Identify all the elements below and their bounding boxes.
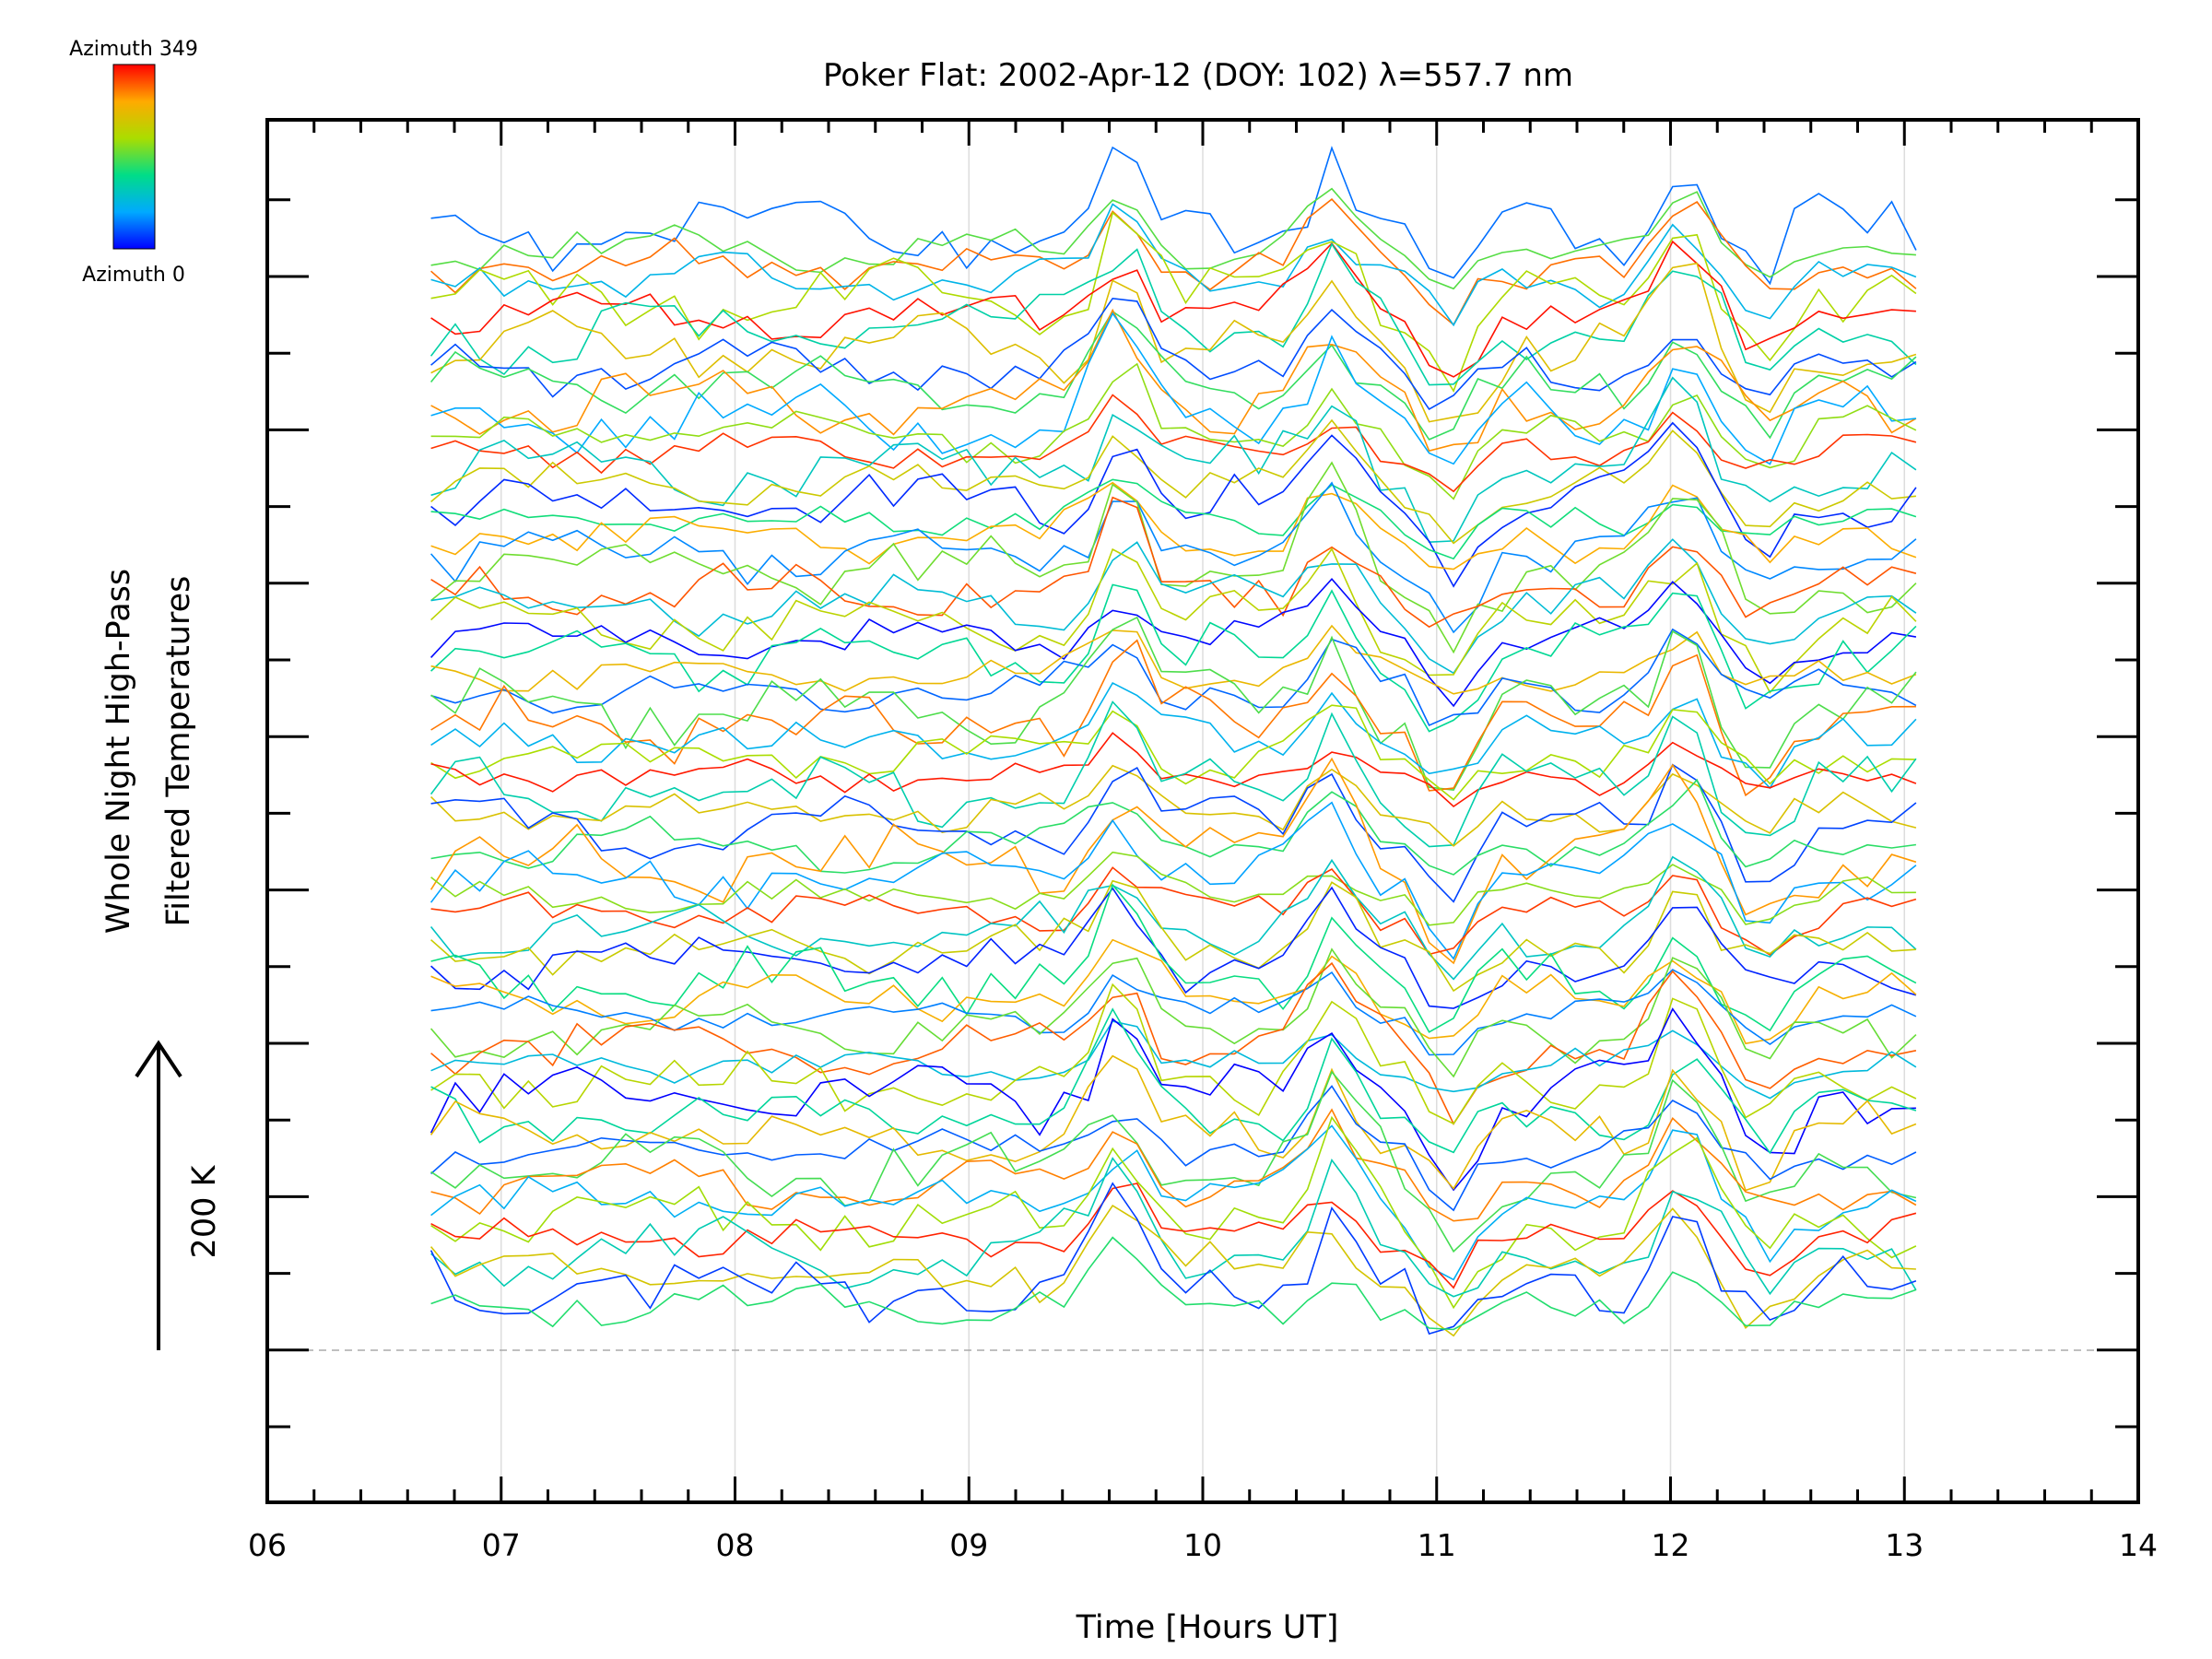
x-tick-label-6: 12: [1652, 1527, 1690, 1563]
x-tick-label-2: 08: [716, 1527, 755, 1563]
plot-frame: [265, 118, 2140, 1504]
series-line-5: [430, 240, 1916, 378]
series-line-3: [430, 203, 1917, 327]
series-line-53: [429, 1054, 1917, 1192]
grid: [267, 120, 2138, 1502]
series-line-25: [430, 583, 1917, 733]
series-line-32: [430, 732, 1917, 808]
series-line-9: [429, 310, 1917, 441]
series-line-15: [430, 418, 1916, 545]
series-line-34: [430, 764, 1917, 847]
series-line-51: [429, 1007, 1916, 1192]
scale-label: 200 K: [186, 1165, 223, 1259]
series-line-58: [430, 1115, 1917, 1310]
series-line-11: [430, 312, 1916, 465]
x-tick-label-7: 13: [1885, 1527, 1924, 1563]
series-line-20: [430, 461, 1917, 654]
series-line-54: [430, 1085, 1917, 1212]
series-line-0: [430, 146, 1917, 286]
series-line-46: [430, 969, 1917, 1056]
x-tick-label-1: 07: [482, 1527, 521, 1563]
series-line-43: [430, 886, 1917, 1009]
series-line-47: [429, 947, 1917, 1078]
x-tick-label-0: 06: [248, 1527, 287, 1563]
x-tick-label-4: 10: [1183, 1527, 1222, 1563]
series-line-23: [430, 547, 1917, 694]
series-line-38: [429, 801, 1917, 960]
series-line-26: [430, 624, 1917, 695]
colorbar-gradient: [112, 64, 156, 250]
scale-arrow: [135, 1040, 182, 1350]
series-line-17: [430, 478, 1917, 560]
series-line-1: [430, 187, 1916, 290]
series-line-60: [430, 1157, 1917, 1298]
series-line-31: [430, 704, 1916, 801]
x-tick-label-8: 14: [2119, 1527, 2158, 1563]
series-line-59: [430, 1182, 1917, 1289]
series-line-6: [429, 242, 1917, 386]
series-line-56: [430, 1108, 1917, 1222]
series-line-45: [430, 938, 1917, 1045]
series-line-4: [430, 211, 1917, 394]
series-line-33: [429, 700, 1917, 848]
colorbar-legend: Azimuth 349 Azimuth 0: [69, 38, 198, 287]
x-axis-label: Time [Hours UT]: [1076, 1609, 1339, 1646]
series-line-16: [430, 421, 1917, 588]
colorbar-top-label: Azimuth 349: [69, 38, 198, 61]
series-line-21: [430, 496, 1917, 629]
series-line-24: [430, 577, 1917, 708]
series-line-57: [430, 1124, 1917, 1281]
series-line-41: [429, 855, 1917, 981]
series-line-12: [430, 362, 1917, 500]
series-line-36: [430, 778, 1917, 876]
chart-title: Poker Flat: 2002-Apr-12 (DOY: 102) λ=557…: [823, 57, 1573, 94]
colorbar-bottom-label: Azimuth 0: [82, 264, 185, 287]
series-line-62: [429, 1182, 1917, 1335]
series-line-29: [430, 639, 1916, 797]
series-line-7: [430, 262, 1917, 423]
series-line-10: [430, 308, 1917, 453]
series-line-27: [430, 628, 1917, 727]
series-line-49: [430, 1020, 1917, 1100]
series-line-13: [430, 394, 1917, 493]
series-line-30: [430, 681, 1917, 790]
series-line-28: [430, 616, 1917, 791]
series-line-8: [430, 297, 1917, 410]
series-line-18: [430, 481, 1917, 571]
series-line-61: [429, 1205, 1916, 1337]
x-tick-label-3: 09: [949, 1527, 988, 1563]
series-line-55: [430, 1070, 1917, 1253]
series-line-2: [430, 198, 1917, 326]
y-axis-label-line2: Filtered Temperatures: [160, 576, 197, 927]
series-line-39: [430, 851, 1916, 926]
series-line-40: [430, 866, 1917, 956]
series-line-50: [430, 982, 1917, 1125]
series-line-19: [430, 481, 1917, 634]
series-line-44: [430, 883, 1917, 1033]
y-axis-label-line1: Whole Night High-Pass: [100, 569, 137, 934]
x-tick-labels: 06 07 08 09 10 11 12 13 14: [248, 1527, 2158, 1563]
series-line-63: [430, 1236, 1917, 1331]
series-line-35: [430, 763, 1917, 903]
series-line-42: [430, 879, 1916, 993]
series-group: [429, 146, 1917, 1337]
x-tick-label-5: 11: [1418, 1527, 1456, 1563]
series-line-37: [429, 757, 1917, 965]
series-line-14: [430, 376, 1917, 544]
